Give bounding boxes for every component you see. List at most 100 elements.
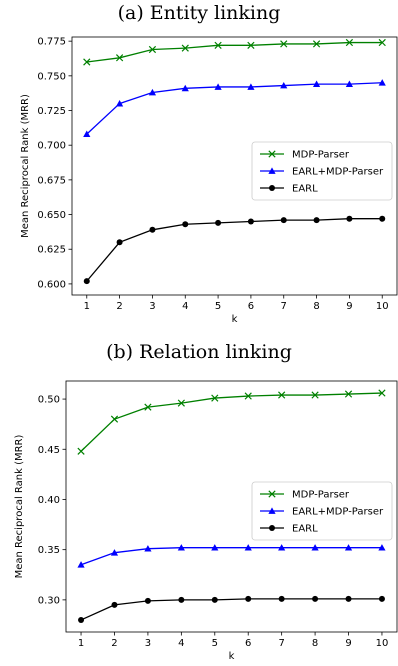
y-tick-label: 0.600 [37,279,66,290]
data-point [116,239,123,246]
y-tick-label: 0.775 [37,37,66,48]
data-point [144,545,152,552]
x-tick-label: 2 [116,301,122,312]
data-point [312,80,321,88]
data-point [77,561,85,568]
data-point [345,595,352,602]
y-tick-label: 0.30 [38,595,60,606]
legend-marker [269,185,275,191]
legend-marker [269,525,275,531]
legend-label: EARL+MDP-Parser [292,167,384,178]
data-point [182,221,189,228]
x-tick-label: 8 [313,301,319,312]
data-point [313,217,320,224]
data-point [345,38,354,47]
data-point [148,88,157,96]
y-tick-label: 0.700 [37,141,66,152]
data-point [311,391,319,399]
data-point [344,390,353,398]
y-tick-label: 0.35 [38,545,60,556]
data-point [77,447,85,455]
legend-label: MDP-Parser [292,490,350,501]
legend-marker [268,167,276,174]
x-tick-label: 5 [215,301,221,312]
series-line [80,547,382,566]
data-point [378,595,385,602]
legend-box [251,481,393,541]
data-point [245,595,252,602]
x-tick-label: 3 [145,638,151,649]
data-point [311,544,319,551]
data-point [110,415,119,423]
data-point [378,79,386,86]
plot-frame [71,36,398,296]
x-tick-label: 1 [78,638,84,649]
series-earl-mdp-parser [83,79,386,137]
x-tick-label: 7 [281,301,287,312]
data-point [280,40,288,48]
x-tick-label: 9 [345,638,351,649]
y-tick-label: 0.725 [37,106,66,117]
data-point [278,595,285,602]
x-tick-label: 10 [376,301,389,312]
data-point [83,130,91,137]
chart-title-relation-linking: (b) Relation linking [106,341,292,363]
x-tick-label: 7 [278,638,284,649]
data-point [247,218,254,225]
legend-label: EARL [292,184,318,195]
data-point [78,616,85,623]
data-point [148,45,157,54]
data-point [312,40,321,48]
legend: MDP-Parser EARL+MDP-Parser EARL [251,481,393,541]
x-axis-label: k [232,314,238,325]
y-tick-label: 0.750 [37,71,66,82]
data-point [211,596,218,603]
legend-marker [268,150,276,158]
x-tick-label: 5 [212,638,218,649]
x-tick-label: 8 [312,638,318,649]
data-point [344,544,353,551]
data-point [211,394,219,402]
data-point [111,601,118,608]
data-point [280,81,288,89]
legend-label: EARL+MDP-Parser [292,507,384,518]
data-point [214,83,222,90]
legend: MDP-Parser EARL+MDP-Parser EARL [251,141,393,201]
chart-title-entity-linking: (a) Entity linking [117,2,281,24]
legend-marker [268,507,276,514]
data-point [379,215,386,222]
data-point [110,549,119,556]
plot-frame [65,380,398,633]
x-axis-label: k [229,651,235,662]
data-point [181,84,189,92]
data-point [83,278,90,285]
data-point [312,595,319,602]
legend-box [251,141,393,201]
series-line [86,82,383,135]
data-point [247,41,255,49]
data-point [346,215,353,222]
x-tick-label: 2 [111,638,117,649]
series-earl-mdp-parser [77,544,386,568]
series-mdp-parser [83,38,386,66]
data-point [149,226,156,233]
y-tick-label: 0.40 [38,495,60,506]
data-point [116,99,124,107]
data-point [244,544,252,551]
y-tick-label: 0.45 [38,445,60,456]
data-point [278,544,286,551]
data-point [278,391,286,399]
y-tick-label: 0.650 [37,210,66,221]
series-line [80,392,382,452]
legend-label: MDP-Parser [292,150,350,161]
data-point [378,38,386,47]
data-point [214,41,222,49]
series-line [86,41,383,63]
y-axis-label: Mean Reciprocal Rank (MRR) [20,94,31,238]
x-tick-label: 4 [182,301,188,312]
y-tick-label: 0.675 [37,175,66,186]
data-point [83,58,91,66]
data-point [345,80,353,88]
